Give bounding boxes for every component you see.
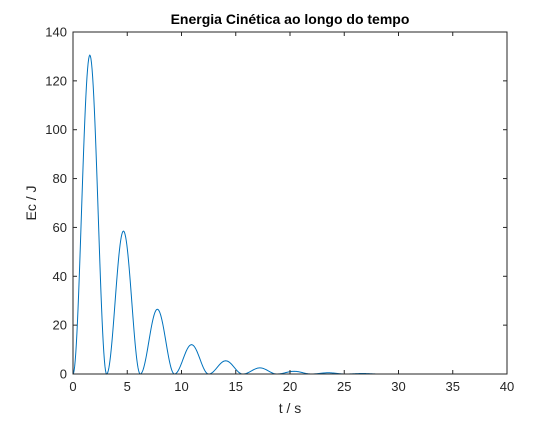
x-tick-label: 15 (229, 379, 243, 394)
x-tick-label: 5 (124, 379, 131, 394)
x-tick-label: 10 (174, 379, 188, 394)
x-tick-label: 20 (283, 379, 297, 394)
y-tick-label: 40 (53, 269, 67, 284)
x-tick-label: 0 (69, 379, 76, 394)
y-tick-label: 80 (53, 171, 67, 186)
y-tick-label: 100 (45, 122, 67, 137)
x-tick-label: 40 (500, 379, 514, 394)
y-axis-label: Ec / J (23, 185, 39, 220)
x-tick-label: 35 (446, 379, 460, 394)
x-tick-label: 30 (391, 379, 405, 394)
axes-background (73, 32, 507, 374)
axes: 0 5 10 15 20 25 30 35 40 0 20 40 60 80 100 120 140 (45, 25, 514, 395)
x-tick-label: 25 (337, 379, 351, 394)
x-axis-label: t / s (279, 400, 302, 416)
y-tick-label: 20 (53, 318, 67, 333)
chart-title: Energia Cinética ao longo do tempo (171, 11, 410, 27)
y-tick-label: 60 (53, 220, 67, 235)
y-tick-label: 120 (45, 73, 67, 88)
y-tick-label: 140 (45, 25, 67, 40)
y-tick-label: 0 (60, 367, 67, 382)
